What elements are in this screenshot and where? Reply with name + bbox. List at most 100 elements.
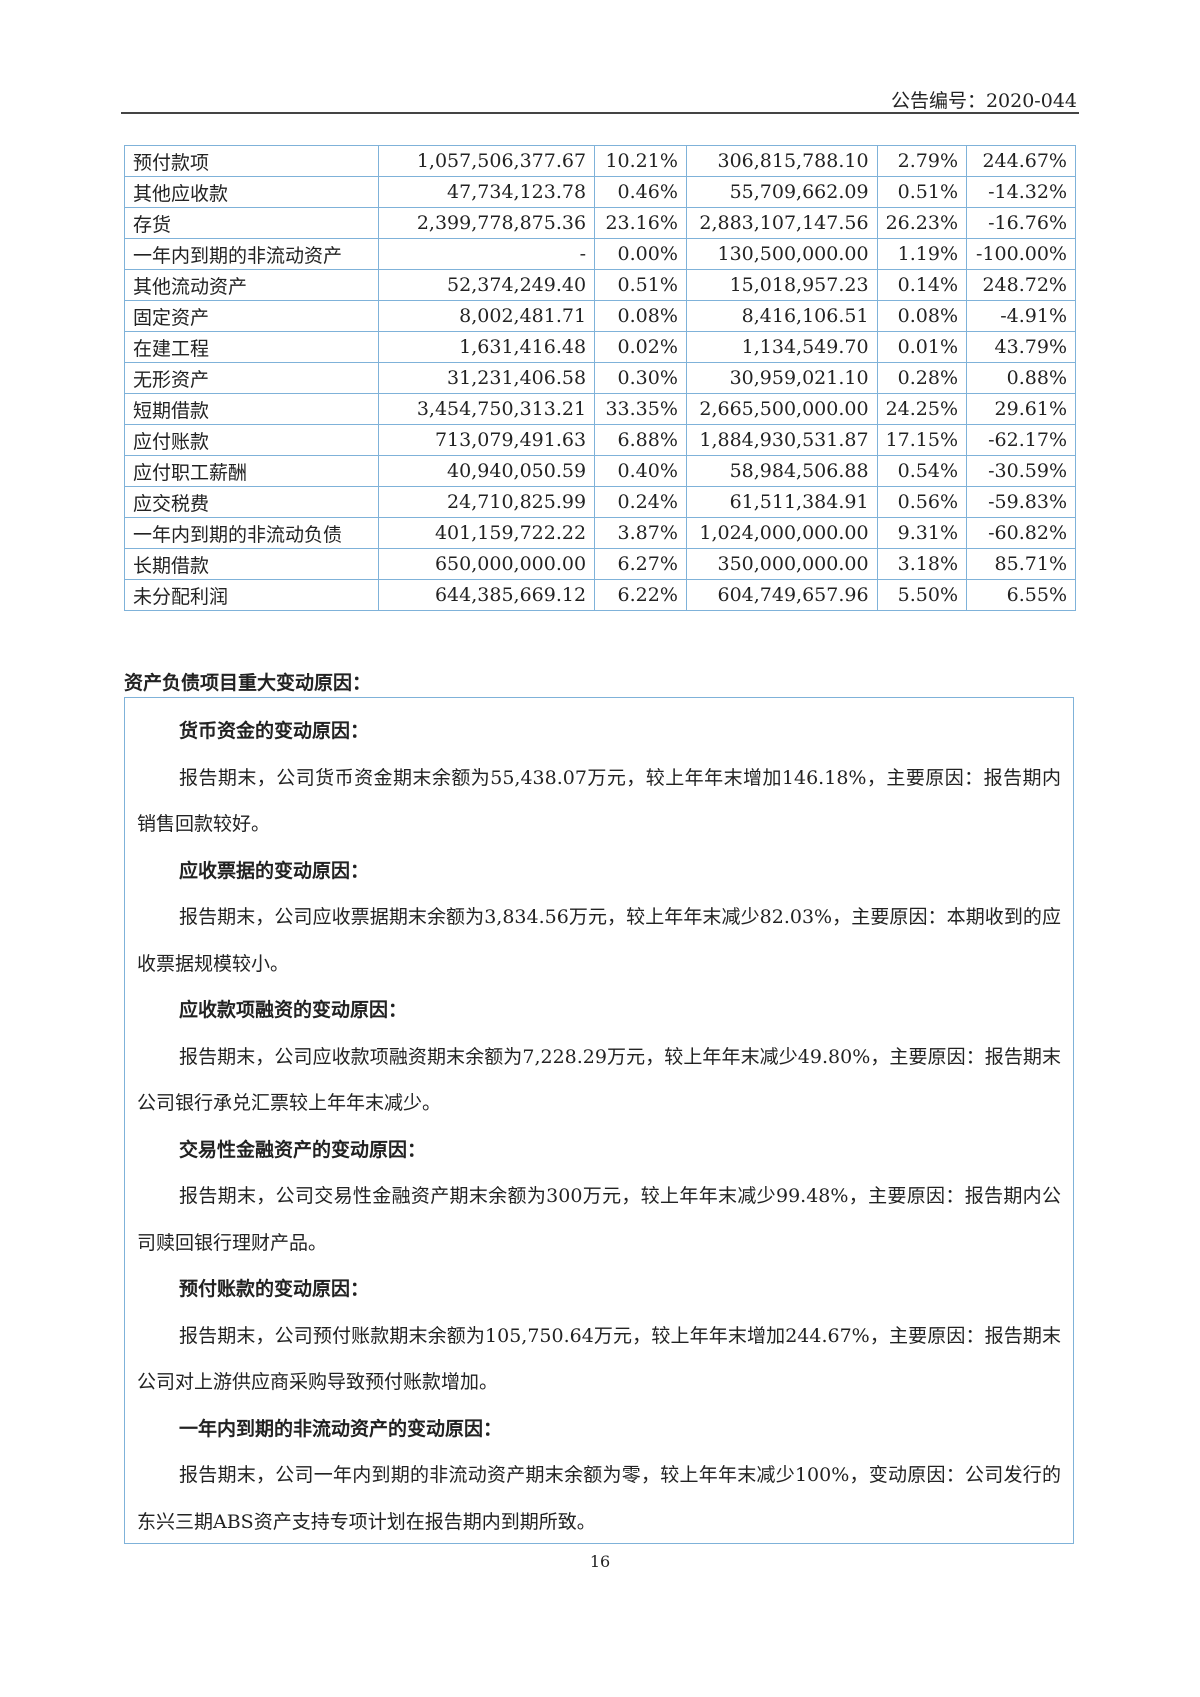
value-cell: 1,134,549.70 [685, 331, 878, 363]
value-cell: 244.67% [966, 145, 1076, 177]
reason-heading: 货币资金的变动原因： [179, 720, 370, 742]
value-cell: 0.40% [594, 455, 687, 487]
value-cell: 15,018,957.23 [685, 269, 878, 301]
value-cell: 6.55% [966, 579, 1076, 611]
value-cell: 0.08% [876, 300, 968, 332]
value-cell: 29.61% [966, 393, 1076, 425]
value-cell: 8,002,481.71 [378, 300, 596, 332]
value-cell: 47,734,123.78 [378, 176, 596, 208]
value-cell: 0.08% [594, 300, 687, 332]
balance-sheet-table: 预付款项 1,057,506,377.67 10.21% 306,815,788.10… [123, 145, 1076, 611]
value-cell: 0.51% [876, 176, 968, 208]
value-cell: 0.14% [876, 269, 968, 301]
value-cell: 0.54% [876, 455, 968, 487]
item-name-cell: 其他应收款 [123, 176, 380, 208]
value-cell: 9.31% [876, 517, 968, 549]
table-row: 其他应收款 47,734,123.78 0.46% 55,709,662.09 0.51… [123, 176, 1076, 208]
item-name-cell: 应付账款 [123, 424, 380, 456]
item-name-cell: 其他流动资产 [123, 269, 380, 301]
value-cell: 0.56% [876, 486, 968, 518]
header-divider [121, 112, 1079, 114]
value-cell: 350,000,000.00 [685, 548, 878, 580]
value-cell: 43.79% [966, 331, 1076, 363]
value-cell: 1.19% [876, 238, 968, 270]
value-cell: 0.46% [594, 176, 687, 208]
item-name-cell: 应交税费 [123, 486, 380, 518]
value-cell: 2,665,500,000.00 [685, 393, 878, 425]
value-cell: 130,500,000.00 [685, 238, 878, 270]
reason-heading: 应收款项融资的变动原因： [179, 999, 408, 1021]
value-cell: 6.27% [594, 548, 687, 580]
value-cell: 0.88% [966, 362, 1076, 394]
reason-heading: 应收票据的变动原因： [179, 859, 370, 882]
value-cell: 24.25% [876, 393, 968, 425]
value-cell: 26.23% [876, 207, 968, 239]
value-cell: 604,749,657.96 [685, 579, 878, 611]
item-name-cell: 短期借款 [123, 393, 380, 425]
item-name-cell: 未分配利润 [123, 579, 380, 611]
value-cell: 0.30% [594, 362, 687, 394]
value-cell: 0.51% [594, 269, 687, 301]
value-cell: - [378, 238, 596, 270]
reason-text: 报告期末，公司应收票据期末余额为3,834.56万元，较上年年末减少82.03%… [137, 906, 1061, 975]
reason-heading: 交易性金融资产的变动原因： [179, 1138, 427, 1161]
value-cell: -100.00% [966, 238, 1076, 270]
value-cell: 644,385,669.12 [378, 579, 596, 611]
table-row: 无形资产 31,231,406.58 0.30% 30,959,021.10 0.28%… [123, 362, 1076, 394]
item-name-cell: 长期借款 [123, 548, 380, 580]
reason-text: 报告期末，公司应收款项融资期末余额为7,228.29万元，较上年年末减少49.8… [137, 1045, 1061, 1115]
value-cell: 31,231,406.58 [378, 362, 596, 394]
item-name-cell: 在建工程 [123, 331, 380, 363]
value-cell: 8,416,106.51 [685, 300, 878, 332]
item-name-cell: 无形资产 [123, 362, 380, 394]
table-row: 其他流动资产 52,374,249.40 0.51% 15,018,957.23 0.1… [123, 269, 1076, 301]
item-name-cell: 一年内到期的非流动资产 [123, 238, 380, 270]
reason-text: 报告期末，公司交易性金融资产期末余额为300万元，较上年年末减少99.48%，主… [137, 1185, 1061, 1254]
value-cell: 23.16% [594, 207, 687, 239]
reason-heading: 一年内到期的非流动资产的变动原因： [179, 1417, 503, 1440]
value-cell: 58,984,506.88 [685, 455, 878, 487]
item-name-cell: 固定资产 [123, 300, 380, 332]
value-cell: 248.72% [966, 269, 1076, 301]
value-cell: 55,709,662.09 [685, 176, 878, 208]
value-cell: 713,079,491.63 [378, 424, 596, 456]
value-cell: -14.32% [966, 176, 1076, 208]
value-cell: 2.79% [876, 145, 968, 177]
value-cell: 1,884,930,531.87 [685, 424, 878, 456]
value-cell: -30.59% [966, 455, 1076, 487]
value-cell: 33.35% [594, 393, 687, 425]
item-name-cell: 存货 [123, 207, 380, 239]
value-cell: 0.02% [594, 331, 687, 363]
table-row: 短期借款 3,454,750,313.21 33.35% 2,665,500,000.… [123, 393, 1076, 425]
value-cell: 3.87% [594, 517, 687, 549]
value-cell: 0.24% [594, 486, 687, 518]
table-row: 存货 2,399,778,875.36 23.16% 2,883,107,147.56… [123, 207, 1076, 239]
value-cell: 40,940,050.59 [378, 455, 596, 487]
table-row: 预付款项 1,057,506,377.67 10.21% 306,815,788.10… [123, 145, 1076, 177]
value-cell: 1,631,416.48 [378, 331, 596, 363]
value-cell: 24,710,825.99 [378, 486, 596, 518]
item-name-cell: 一年内到期的非流动负债 [123, 517, 380, 549]
value-cell: 30,959,021.10 [685, 362, 878, 394]
value-cell: -59.83% [966, 486, 1076, 518]
value-cell: 3,454,750,313.21 [378, 393, 596, 425]
value-cell: 85.71% [966, 548, 1076, 580]
value-cell: 6.22% [594, 579, 687, 611]
value-cell: 1,024,000,000.00 [685, 517, 878, 549]
reason-text: 报告期末，公司预付账款期末余额为105,750.64万元，较上年年末增加244.… [137, 1324, 1061, 1394]
value-cell: 0.01% [876, 331, 968, 363]
reason-text: 报告期末，公司一年内到期的非流动资产期末余额为零，较上年年末减少100%，变动原… [137, 1464, 1061, 1533]
value-cell: 61,511,384.91 [685, 486, 878, 518]
table-row: 固定资产 8,002,481.71 0.08% 8,416,106.51 0.08% -4… [123, 300, 1076, 332]
value-cell: -16.76% [966, 207, 1076, 239]
section-title: 资产负债项目重大变动原因： [124, 672, 372, 694]
value-cell: -4.91% [966, 300, 1076, 332]
item-name-cell: 预付款项 [123, 145, 380, 177]
value-cell: 17.15% [876, 424, 968, 456]
page-number: 16 [589, 1552, 611, 1571]
table-row: 应付职工薪酬 40,940,050.59 0.40% 58,984,506.88 0.5… [123, 455, 1076, 487]
document-number: 公告编号：2020-044 [890, 90, 1077, 112]
value-cell: 2,399,778,875.36 [378, 207, 596, 239]
value-cell: 10.21% [594, 145, 687, 177]
table-row: 长期借款 650,000,000.00 6.27% 350,000,000.00 3.1… [123, 548, 1076, 580]
